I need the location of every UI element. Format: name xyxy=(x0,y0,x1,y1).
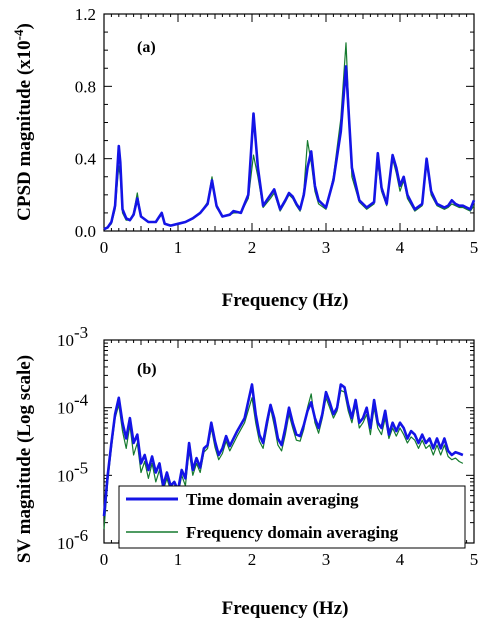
chart-b-y-tick-label-exp: -6 xyxy=(74,526,88,545)
chart-a-y-axis-label-sup: -4 xyxy=(11,29,26,40)
chart-a-y-tick-label: 1.2 xyxy=(75,5,96,24)
chart-a-x-tick-label: 3 xyxy=(322,238,331,257)
chart-a-panel-label: (a) xyxy=(137,39,156,56)
chart-b-y-tick-label: 10 xyxy=(57,466,74,485)
chart-b-y-tick-labels: 10-610-510-410-3 xyxy=(57,323,89,553)
chart-a-y-axis-label-main: CPSD magnitude (x10 xyxy=(14,40,35,221)
chart-b-legend-label-freq: Frequency domain averaging xyxy=(186,523,399,542)
chart-b-x-tick-label: 0 xyxy=(100,550,109,569)
chart-b-y-tick-label: 10 xyxy=(57,534,74,553)
chart-b-legend-label-time: Time domain averaging xyxy=(186,490,359,509)
chart-a-y-axis-label: CPSD magnitude (x10-4) xyxy=(11,23,35,221)
chart-b-x-tick-label: 3 xyxy=(322,550,331,569)
chart-b-y-tick-label-exp: -3 xyxy=(74,323,88,342)
chart-b-series-time xyxy=(102,383,464,517)
chart-b-x-axis-label: Frequency (Hz) xyxy=(222,598,349,619)
chart-a-x-tick-label: 0 xyxy=(100,238,109,257)
chart-a-series xyxy=(103,42,476,231)
chart-b-x-tick-label: 2 xyxy=(248,550,257,569)
chart-a-x-tick-labels: 0 1 2 3 4 5 xyxy=(100,238,479,257)
chart-b-series xyxy=(102,383,464,530)
chart-a-x-tick-label: 2 xyxy=(248,238,257,257)
chart-a-series-time xyxy=(103,65,476,231)
chart-a-x-tick-label: 5 xyxy=(470,238,479,257)
chart-a-y-tick-label: 0.4 xyxy=(75,150,97,169)
chart-a-y-tick-label: 0.0 xyxy=(75,222,96,241)
chart-b-y-tick-label: 10 xyxy=(57,331,74,350)
chart-b-y-tick-label-exp: -4 xyxy=(74,391,89,410)
chart-b-legend: Time domain averaging Frequency domain a… xyxy=(118,485,466,549)
chart-a-x-tick-label: 1 xyxy=(174,238,183,257)
chart-b-x-tick-label: 5 xyxy=(470,550,479,569)
chart-b-y-axis-label: SV magnitude (Log scale) xyxy=(14,355,35,563)
chart-b-x-tick-label: 4 xyxy=(396,550,405,569)
chart-a-x-tick-label: 4 xyxy=(396,238,405,257)
chart-b-legend-box xyxy=(118,485,466,549)
chart-a-y-tick-labels: 0.0 0.4 0.8 1.2 xyxy=(75,5,97,241)
chart-b-panel-label: (b) xyxy=(137,361,157,378)
chart-a-y-tick-label: 0.8 xyxy=(75,77,96,96)
chart-a-y-axis-label-close: ) xyxy=(14,23,35,29)
chart-a-frame xyxy=(103,13,475,232)
chart-a: 0 1 2 3 4 5 0.0 0.4 0.8 1.2 (a) Frequency (Hz) C… xyxy=(11,5,478,311)
chart-b-x-tick-label: 1 xyxy=(174,550,183,569)
chart-a-x-axis-label: Frequency (Hz) xyxy=(222,290,349,311)
chart-a-ticks xyxy=(103,13,475,232)
chart-b-y-tick-label-exp: -5 xyxy=(74,458,88,477)
chart-b-x-tick-labels: 0 1 2 3 4 5 xyxy=(100,550,479,569)
chart-b-y-tick-label: 10 xyxy=(57,399,74,418)
chart-a-series-freq xyxy=(103,42,475,230)
